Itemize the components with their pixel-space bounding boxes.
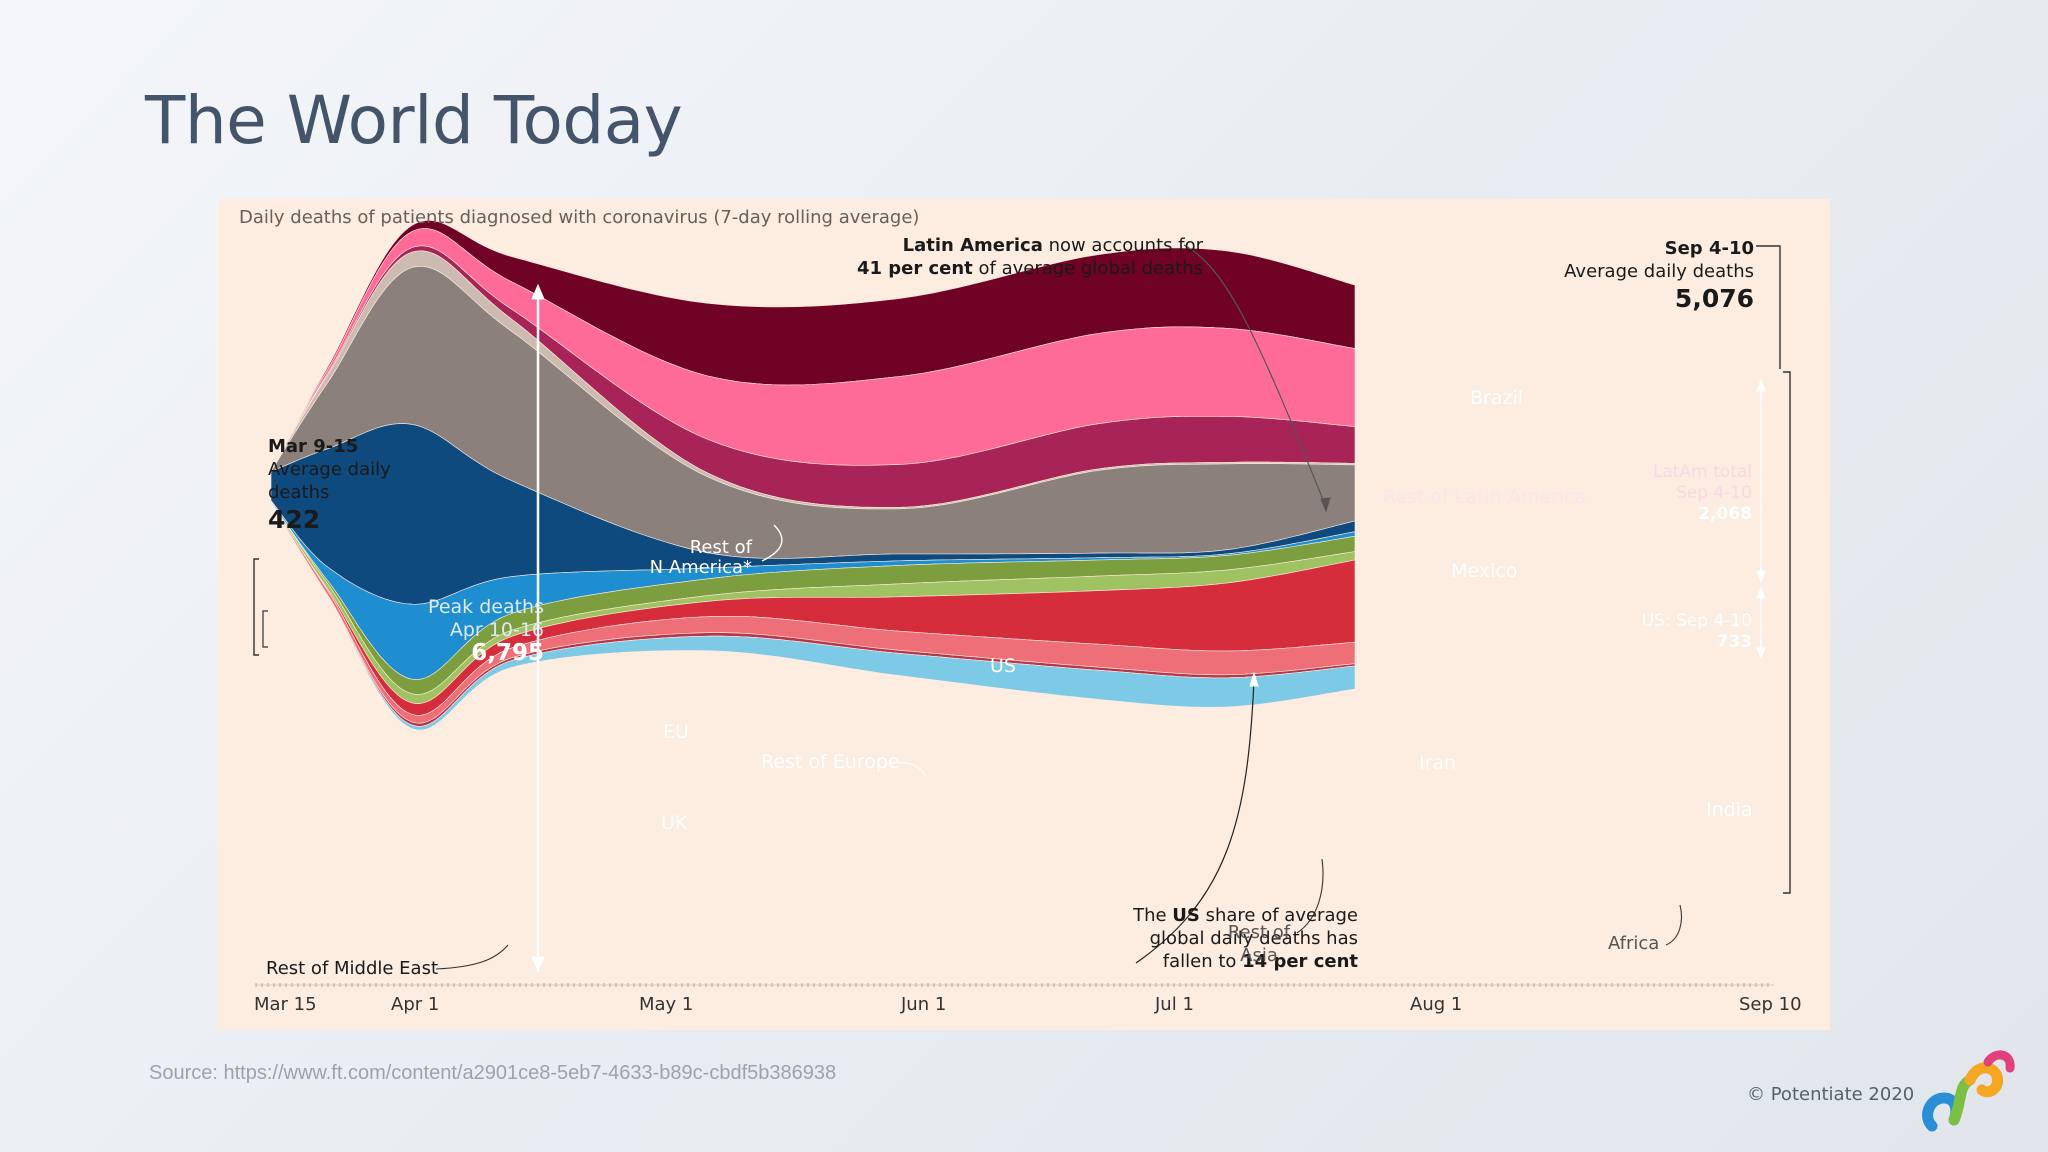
x-tick-jun-1: Jun 1 [901,994,947,1015]
rest-europe-callout [894,762,927,778]
us-arrow-up [1756,586,1766,599]
us-share-callout-line [1135,678,1255,964]
mar-annotation-label-2: deaths [268,482,330,503]
latam-share-text-1: now accounts for [1042,235,1203,256]
streamgraph-chart [253,220,1791,987]
series-label-rest-n-america: Rest of N America* [636,538,752,578]
rest-n-america-line-1: Rest of [689,537,752,558]
latam-arrow-up [1756,378,1766,392]
sep-annotation: Sep 4-10 Average daily deaths 5,076 [1518,237,1754,315]
us-sep-value: 733 [1716,632,1753,652]
peak-annotation-label: Peak deaths [428,596,544,618]
series-label-rest-asia: Rest of Asia [1219,921,1299,967]
x-tick-sep-10: Sep 10 [1739,994,1802,1015]
us-share-text-1: The [1133,905,1173,926]
series-label-eu: EU [663,721,689,743]
peak-marker-arrow-bottom [531,956,545,973]
series-label-brazil: Brazil [1470,387,1524,409]
rest-middle-east-callout [435,944,509,970]
us-share-bold-3: 14 per cent [1242,951,1358,972]
copyright-text: © Potentiate 2020 [1747,1084,1915,1105]
latam-callout-arrow [1320,497,1331,513]
series-label-uk: UK [661,812,688,834]
latam-arrow-down [1756,570,1766,584]
series-label-us: US [990,655,1016,677]
series-area-africa [270,502,1356,731]
peak-annotation-date: Apr 10-16 [449,619,544,641]
africa-callout [1665,904,1683,946]
series-label-iran: Iran [1419,752,1457,774]
mar-annotation-date: Mar 9-15 [268,436,359,457]
series-label-mexico: Mexico [1451,560,1518,582]
rest-asia-line-1: Rest of [1227,922,1291,943]
latam-share-bold-2: 41 per cent [856,258,973,279]
us-share-text-3: fallen to [1162,951,1243,972]
latam-share-text-2: of average global deaths [972,258,1203,279]
sep-annotation-date: Sep 4-10 [1664,238,1754,259]
series-label-rest-latam: Rest of Latin America [1383,486,1587,508]
x-tick-jul-1: Jul 1 [1155,994,1194,1015]
latam-total-annotation: LatAm total Sep 4-10 2,068 [1628,462,1752,525]
us-sep-label: US: Sep 4-10 [1641,611,1752,631]
sep-annotation-value: 5,076 [1674,284,1754,313]
mar-annotation-label: Average daily [268,459,391,480]
series-label-rest-middle-east: Rest of Middle East [266,958,439,979]
us-share-callout-arrow [1249,671,1259,687]
latam-total-date: Sep 4-10 [1675,483,1752,503]
latam-share-annotation: Latin America now accounts for 41 per ce… [818,234,1203,280]
latam-total-label: LatAm total [1652,462,1752,482]
rest-asia-line-2: Asia [1240,945,1278,966]
us-share-text-2: share of average [1199,905,1358,926]
latam-share-bold-1: Latin America [902,235,1043,256]
chart-panel: Daily deaths of patients diagnosed with … [218,199,1830,1030]
mar-annotation-value: 422 [268,505,321,534]
peak-annotation: Peak deaths Apr 10-16 6,795 [388,596,544,665]
x-tick-aug-1: Aug 1 [1410,994,1463,1015]
latam-total-value: 2,068 [1698,504,1752,524]
latam-callout-line [1183,244,1327,508]
mar-annotation: Mar 9-15 Average daily deaths 422 [268,435,391,536]
peak-annotation-value: 6,795 [471,640,544,666]
sep-bracket-top [1756,245,1781,369]
us-arrow-down [1756,647,1766,660]
peak-marker-arrow-top [531,283,545,300]
mar-bracket-inner [262,610,268,648]
x-tick-apr-1: Apr 1 [391,994,440,1015]
sep-bracket-right [1783,371,1791,894]
us-share-bold-1: US [1172,905,1200,926]
slide-title: The World Today [145,82,683,159]
x-tick-mar-15: Mar 15 [254,994,317,1015]
rest-n-america-callout [761,524,783,562]
rest-n-america-line-2: N America* [649,557,752,578]
rest-asia-callout [1296,858,1324,934]
us-share-annotation: The US share of average global daily dea… [1038,904,1358,973]
chart-title: Daily deaths of patients diagnosed with … [239,207,920,228]
source-citation: Source: https://www.ft.com/content/a2901… [149,1062,837,1084]
mar-bracket [253,558,259,656]
series-label-africa: Africa [1608,933,1660,954]
series-label-india: India [1706,799,1753,821]
potentiate-logo [1922,1050,2015,1132]
us-sep-annotation: US: Sep 4-10 733 [1608,611,1752,653]
x-tick-may-1: May 1 [639,994,694,1015]
us-share-text-line-2: global daily deaths has [1149,928,1358,949]
series-label-rest-europe: Rest of Europe [761,751,900,773]
sep-annotation-label: Average daily deaths [1564,261,1754,282]
